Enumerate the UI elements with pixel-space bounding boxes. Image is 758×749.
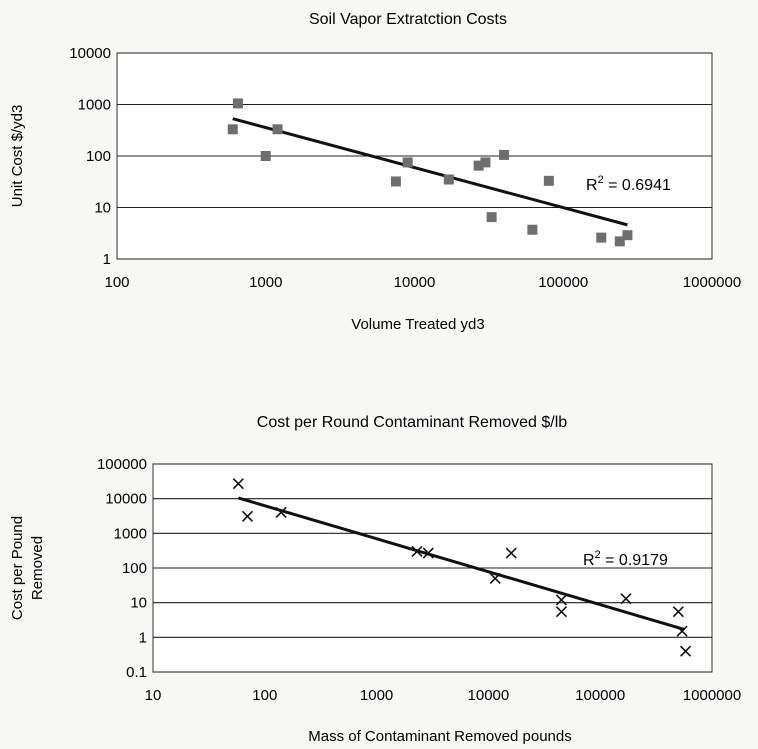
y-tick-label: 10000 [105, 491, 147, 508]
cost-per-pound-chart: Cost per Round Contaminant Removed $/lb … [9, 414, 741, 745]
data-point [596, 232, 607, 243]
r-squared-value: = 0.6941 [604, 177, 671, 194]
y-tick-label: 100 [122, 560, 147, 577]
data-points [227, 98, 633, 247]
r-squared-exponent: 2 [595, 549, 601, 561]
gridlines [153, 463, 712, 673]
data-point [390, 176, 401, 187]
y-tick-labels: 0.1 1 10 100 1000 10000 100000 [97, 456, 147, 681]
marker-stroke [275, 506, 287, 519]
x-tick-label: 100 [252, 687, 277, 704]
chart-title: Cost per Round Contaminant Removed $/lb [257, 414, 567, 431]
marker-stroke [555, 594, 567, 606]
marker-stroke [489, 572, 501, 585]
data-point [614, 236, 625, 247]
x-tick-label: 10000 [468, 687, 510, 704]
data-point [622, 230, 633, 241]
marker-stroke [422, 547, 434, 559]
data-point [272, 124, 283, 135]
data-point [260, 151, 271, 161]
y-tick-label: 1000 [114, 525, 147, 542]
x-tick-label: 1000 [249, 274, 282, 291]
data-point [227, 124, 238, 135]
data-point [443, 174, 454, 185]
x-tick-label: 100000 [575, 687, 625, 704]
data-point [543, 175, 554, 186]
data-points [232, 478, 692, 657]
x-tick-label: 1000000 [683, 687, 741, 704]
soil-vapor-chart: Soil Vapor Extratction Costs 11010010001… [9, 11, 741, 333]
chart-title: Soil Vapor Extratction Costs [309, 11, 507, 28]
data-point [275, 506, 287, 519]
gridlines [117, 52, 712, 260]
marker-stroke [555, 606, 567, 618]
r-squared-base: R [583, 552, 595, 569]
y-tick-label: 10 [94, 200, 111, 217]
data-point [473, 160, 484, 171]
x-axis-label: Mass of Contaminant Removed pounds [308, 728, 571, 745]
marker-stroke [232, 478, 244, 490]
y-tick-labels: 1 10 100 1000 10000 [69, 45, 111, 268]
x-tick-labels: 100 1000 10000 100000 1000000 [104, 274, 741, 291]
data-point [505, 547, 517, 559]
x-tick-label: 100 [104, 274, 129, 291]
y-axis-label: Unit Cost $/yd3 [9, 105, 26, 208]
x-axis-label: Volume Treated yd3 [351, 316, 484, 333]
data-point [555, 594, 567, 606]
data-point [422, 547, 434, 559]
r-squared-annotation: R2 = 0.9179 [583, 549, 668, 569]
data-point [499, 149, 510, 160]
marker-stroke [620, 593, 632, 605]
x-tick-label: 10000 [394, 274, 436, 291]
x-tick-label: 10 [145, 687, 162, 704]
x-tick-label: 1000000 [683, 274, 741, 291]
data-point [527, 224, 538, 235]
y-tick-label: 100 [86, 148, 111, 165]
data-point [620, 593, 632, 605]
data-point [232, 98, 243, 109]
data-point [480, 157, 491, 168]
data-point [402, 157, 413, 168]
data-point [679, 645, 692, 657]
y-tick-label: 10 [130, 595, 147, 612]
marker-stroke [505, 547, 517, 559]
y-tick-label: 1000 [78, 97, 111, 114]
data-point [676, 625, 688, 637]
y-tick-label: 1 [139, 629, 147, 646]
data-point [241, 510, 254, 522]
x-tick-label: 1000 [360, 687, 393, 704]
r-squared-value: = 0.9179 [601, 552, 668, 569]
data-point [555, 606, 567, 618]
data-point [486, 212, 497, 223]
marker-stroke [676, 625, 688, 637]
y-axis-label-line-1: Cost per Pound [9, 516, 26, 620]
marker-stroke [672, 606, 684, 618]
marker-stroke [411, 545, 423, 558]
y-tick-label: 10000 [69, 45, 111, 62]
x-tick-labels: 10 100 1000 10000 100000 1000000 [145, 687, 742, 704]
data-point [411, 545, 423, 558]
r-squared-exponent: 2 [598, 174, 604, 186]
r-squared-annotation: R2 = 0.6941 [586, 174, 671, 194]
marker-stroke [241, 510, 254, 522]
data-point [672, 606, 684, 618]
y-tick-label: 1 [103, 251, 111, 268]
r-squared-base: R [586, 177, 598, 194]
data-point [232, 478, 244, 490]
y-tick-label: 100000 [97, 456, 147, 473]
trendline [232, 117, 628, 227]
y-axis-label-line-2: Removed [29, 536, 46, 600]
marker-stroke [679, 645, 692, 657]
data-point [489, 572, 501, 585]
x-tick-label: 100000 [538, 274, 588, 291]
trendline [237, 496, 685, 631]
y-tick-label: 0.1 [126, 664, 147, 681]
